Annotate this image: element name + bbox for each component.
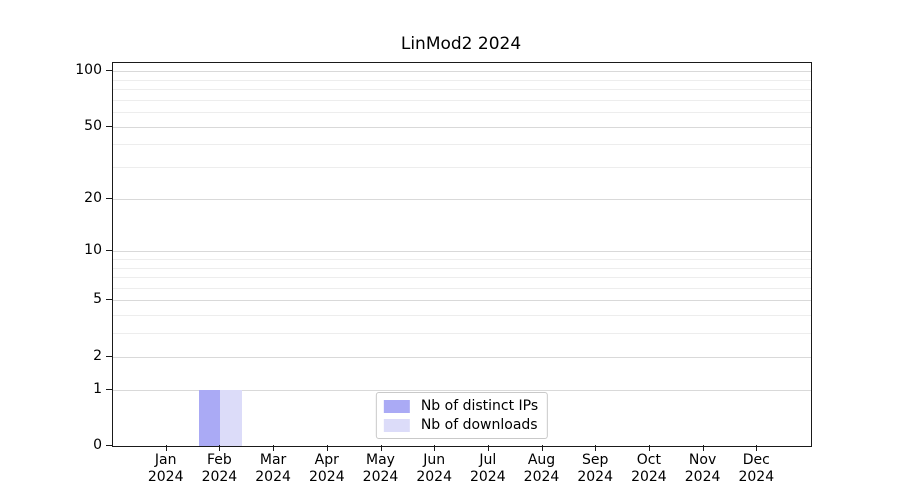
x-tick-mark — [702, 445, 704, 451]
major-gridline — [113, 356, 811, 358]
y-tick-label: 20 — [84, 189, 102, 206]
x-tick-mark — [487, 445, 489, 451]
x-tick-label: Apr 2024 — [308, 452, 345, 485]
y-tick-mark — [106, 299, 112, 301]
legend-entry: Nb of downloads — [383, 417, 538, 433]
y-tick-mark — [106, 445, 112, 446]
x-tick-mark — [648, 445, 650, 451]
y-tick-label: 50 — [84, 117, 102, 134]
y-tick-label: 0 — [93, 437, 102, 453]
y-tick-label: 2 — [93, 347, 102, 364]
legend-label: Nb of distinct IPs — [420, 398, 539, 414]
x-tick-label: Aug 2024 — [523, 452, 560, 485]
minor-gridline — [113, 315, 811, 317]
x-tick-mark — [380, 445, 382, 451]
major-gridline — [113, 198, 811, 200]
chart-title: LinMod2 2024 — [400, 34, 522, 54]
plot-area: Nb of distinct IPs Nb of downloads — [112, 62, 812, 447]
major-gridline — [113, 389, 811, 391]
x-tick-label: Dec 2024 — [738, 452, 775, 485]
y-tick-mark — [106, 197, 112, 199]
major-gridline — [113, 300, 811, 302]
legend: Nb of distinct IPs Nb of downloads — [375, 392, 549, 439]
minor-gridline — [113, 267, 811, 269]
x-tick-mark — [273, 445, 275, 451]
x-tick-label: Jul 2024 — [469, 452, 506, 485]
y-tick-mark — [106, 388, 112, 390]
legend-label: Nb of downloads — [420, 417, 538, 433]
minor-gridline — [113, 277, 811, 279]
legend-swatch — [383, 418, 410, 432]
legend-entry: Nb of distinct IPs — [383, 398, 539, 414]
y-tick-mark — [106, 125, 112, 127]
x-tick-label: Oct 2024 — [631, 452, 667, 485]
minor-gridline — [113, 258, 811, 260]
x-tick-label: Jun 2024 — [416, 452, 453, 485]
minor-gridline — [113, 112, 811, 113]
major-gridline — [113, 71, 811, 72]
x-tick-label: Sep 2024 — [577, 452, 614, 485]
y-tick-mark — [106, 250, 112, 252]
x-tick-mark — [434, 445, 436, 451]
x-tick-mark — [219, 445, 221, 451]
bar-nb-of-downloads — [220, 389, 242, 446]
y-tick-label: 10 — [84, 242, 102, 259]
x-tick-mark — [165, 445, 167, 451]
y-tick-mark — [106, 355, 112, 357]
y-tick-mark — [106, 70, 112, 71]
x-tick-mark — [595, 445, 597, 451]
minor-gridline — [113, 144, 811, 146]
minor-gridline — [113, 99, 811, 101]
minor-gridline — [113, 167, 811, 168]
y-tick-label: 1 — [93, 380, 102, 397]
x-tick-label: May 2024 — [362, 452, 399, 485]
minor-gridline — [113, 89, 811, 90]
minor-gridline — [113, 333, 811, 335]
x-tick-mark — [326, 445, 328, 451]
y-tick-label: 5 — [93, 291, 102, 308]
major-gridline — [113, 126, 811, 128]
y-tick-label: 100 — [75, 62, 102, 78]
x-tick-label: Jan 2024 — [147, 452, 184, 485]
legend-swatch — [383, 399, 410, 413]
x-tick-label: Feb 2024 — [201, 452, 238, 485]
x-tick-mark — [756, 445, 758, 451]
x-tick-label: Mar 2024 — [255, 452, 291, 485]
minor-gridline — [113, 287, 811, 289]
minor-gridline — [113, 79, 811, 81]
bar-nb-of-distinct-ips — [198, 389, 221, 446]
x-tick-label: Nov 2024 — [684, 452, 721, 485]
major-gridline — [113, 251, 811, 253]
x-tick-mark — [541, 445, 543, 451]
